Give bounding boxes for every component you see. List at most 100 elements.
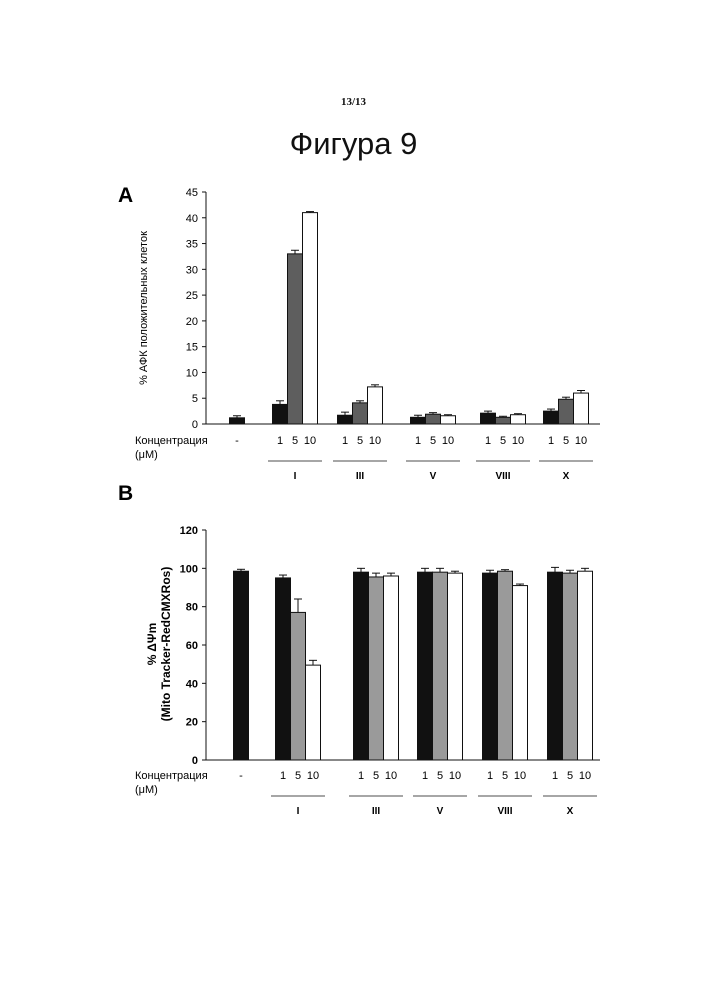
panel-b-bar bbox=[498, 571, 513, 760]
panel-a-bar bbox=[230, 418, 245, 424]
panel-b-concentration-tick: 10 bbox=[514, 770, 526, 782]
panel-b-concentration-tick: 1 bbox=[552, 770, 558, 782]
panel-a-y-tick-label: 5 bbox=[192, 393, 198, 405]
panel-a-concentration-tick: 1 bbox=[415, 435, 421, 447]
panel-a-concentration-tick: 5 bbox=[292, 435, 298, 447]
panel-a-concentration-tick: 1 bbox=[277, 435, 283, 447]
panel-b-bar bbox=[276, 578, 291, 760]
panel-b-bar bbox=[384, 576, 399, 760]
panel-b-concentration-tick: 5 bbox=[437, 770, 443, 782]
panel-b-concentration-tick: 1 bbox=[280, 770, 286, 782]
panel-a-concentration-label: Концентрация bbox=[135, 435, 208, 447]
panel-a-concentration-tick: 1 bbox=[485, 435, 491, 447]
panel-a-bar bbox=[574, 393, 589, 424]
panel-b-bar bbox=[513, 586, 528, 760]
panel-b-concentration-unit: (μM) bbox=[135, 784, 158, 796]
panel-b-concentration-tick: 10 bbox=[579, 770, 591, 782]
panel-b-group-label: I bbox=[297, 806, 300, 817]
panel-a-concentration-tick: 5 bbox=[430, 435, 436, 447]
panel-b-concentration-tick: 1 bbox=[358, 770, 364, 782]
panel-a-bar bbox=[303, 213, 318, 424]
panel-b-y-tick-label: 120 bbox=[180, 525, 198, 537]
panel-a-concentration-tick: 1 bbox=[342, 435, 348, 447]
panel-a-bar bbox=[353, 403, 368, 424]
panel-b-bar bbox=[306, 665, 321, 760]
panel-a-group-label: VIII bbox=[495, 471, 510, 482]
panel-b-y-tick-label: 20 bbox=[186, 717, 198, 729]
panel-a-concentration-tick: 5 bbox=[500, 435, 506, 447]
panel-a-y-tick-label: 35 bbox=[186, 239, 198, 251]
panel-a-y-tick-label: 45 bbox=[186, 187, 198, 199]
panel-a-bar bbox=[338, 415, 353, 424]
panel-b-y-tick-label: 100 bbox=[180, 563, 198, 575]
panel-a-concentration-tick: 10 bbox=[304, 435, 316, 447]
panel-b-concentration-label: Концентрация bbox=[135, 770, 208, 782]
panel-b-concentration-tick: 5 bbox=[295, 770, 301, 782]
panel-a-bar bbox=[511, 415, 526, 424]
panel-a-group-label: V bbox=[430, 471, 437, 482]
panel-a-label: A bbox=[118, 184, 133, 207]
panel-a-bar bbox=[496, 417, 511, 424]
panel-b-control-label: - bbox=[239, 770, 243, 782]
panel-b-bar bbox=[291, 612, 306, 760]
panel-b-concentration-tick: 10 bbox=[449, 770, 461, 782]
panel-b-concentration-tick: 10 bbox=[385, 770, 397, 782]
panel-b-group-label: X bbox=[567, 806, 574, 817]
panel-b-group-label: VIII bbox=[497, 806, 512, 817]
panel-b-bar bbox=[418, 572, 433, 760]
panel-b-bar bbox=[548, 572, 563, 760]
panel-b-label: B bbox=[118, 482, 133, 505]
panel-a-concentration-unit: (μM) bbox=[135, 449, 158, 461]
panel-a-concentration-tick: 10 bbox=[512, 435, 524, 447]
panel-a-control-label: - bbox=[235, 435, 239, 447]
panel-a-bar bbox=[411, 417, 426, 424]
panel-a-bar bbox=[273, 404, 288, 424]
panel-a-y-tick-label: 10 bbox=[186, 367, 198, 379]
panel-a-y-tick-label: 20 bbox=[186, 316, 198, 328]
panel-a-y-tick-label: 0 bbox=[192, 419, 198, 431]
panel-a-y-tick-label: 40 bbox=[186, 213, 198, 225]
panel-a-ylabel: % АФК положительных клеток bbox=[138, 231, 150, 385]
panel-b-bar bbox=[448, 573, 463, 760]
panel-a-concentration-tick: 10 bbox=[575, 435, 587, 447]
panel-b-concentration-tick: 1 bbox=[422, 770, 428, 782]
panel-b-ylabel-line2: (Mito Tracker-RedCMXRos) bbox=[159, 567, 173, 722]
panel-b-y-tick-label: 40 bbox=[186, 678, 198, 690]
panel-a-bar bbox=[559, 399, 574, 424]
panel-b-group-label: III bbox=[372, 806, 381, 817]
panel-a-group-label: X bbox=[563, 471, 570, 482]
panel-b-ylabel-line1: % ΔΨm bbox=[145, 623, 159, 666]
panel-a-concentration-tick: 10 bbox=[369, 435, 381, 447]
panel-a-y-tick-label: 15 bbox=[186, 342, 198, 354]
panel-a-concentration-tick: 5 bbox=[563, 435, 569, 447]
panel-b-bar bbox=[433, 572, 448, 760]
panel-b-y-tick-label: 80 bbox=[186, 602, 198, 614]
panel-a-group-label: III bbox=[356, 471, 365, 482]
panel-a-group-label: I bbox=[294, 471, 297, 482]
panel-a-bar bbox=[441, 416, 456, 424]
panel-b-bar bbox=[483, 573, 498, 760]
panel-b-bar bbox=[578, 571, 593, 760]
panel-b-bar bbox=[563, 573, 578, 760]
panel-b-bar bbox=[354, 572, 369, 760]
panel-a-concentration-tick: 5 bbox=[357, 435, 363, 447]
panel-b-bar bbox=[234, 571, 249, 760]
panel-b-concentration-tick: 5 bbox=[373, 770, 379, 782]
panel-a-concentration-tick: 1 bbox=[548, 435, 554, 447]
panel-a-bar bbox=[481, 413, 496, 424]
panel-a-y-tick-label: 25 bbox=[186, 290, 198, 302]
panel-b-y-tick-label: 60 bbox=[186, 640, 198, 652]
panel-b-concentration-tick: 10 bbox=[307, 770, 319, 782]
panel-b-concentration-tick: 5 bbox=[567, 770, 573, 782]
panel-b-concentration-tick: 1 bbox=[487, 770, 493, 782]
panel-a-bar bbox=[288, 254, 303, 424]
panel-b-concentration-tick: 5 bbox=[502, 770, 508, 782]
panel-a-bar bbox=[544, 411, 559, 424]
panel-a-bar bbox=[368, 387, 383, 424]
panel-a-bar bbox=[426, 414, 441, 424]
panel-b-group-label: V bbox=[437, 806, 444, 817]
panel-b-y-tick-label: 0 bbox=[192, 755, 198, 767]
panel-b-bar bbox=[369, 577, 384, 760]
panel-a-concentration-tick: 10 bbox=[442, 435, 454, 447]
